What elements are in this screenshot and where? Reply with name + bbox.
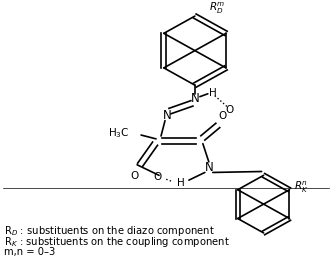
Text: m,n = 0–3: m,n = 0–3 [4,247,55,257]
Text: R$_{D}$ : substituents on the diazo component: R$_{D}$ : substituents on the diazo comp… [4,224,215,238]
Text: O: O [219,111,227,121]
Text: $R_D^m$: $R_D^m$ [208,1,225,16]
Text: H$_3$C: H$_3$C [108,126,129,140]
Text: O: O [130,171,138,181]
Text: N: N [163,109,171,122]
Text: O: O [153,172,161,182]
Text: R$_{K}$ : substituents on the coupling component: R$_{K}$ : substituents on the coupling c… [4,235,230,249]
Text: O: O [226,105,234,115]
Text: N: N [191,92,199,105]
Text: N: N [205,161,213,174]
Text: $R_K^n$: $R_K^n$ [294,179,309,195]
Text: H: H [177,178,185,188]
Text: H: H [209,88,217,98]
